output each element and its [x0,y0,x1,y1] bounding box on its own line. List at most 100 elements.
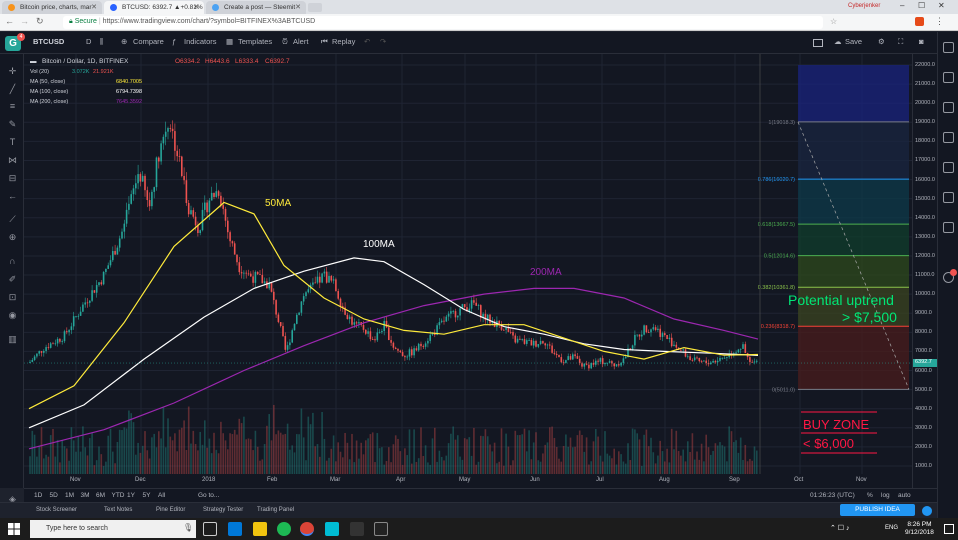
price-axis[interactable]: 22000.0 21000.0 20000.0 19000.0 18000.0 17000… [912,54,938,488]
tab-text-notes[interactable]: Text Notes [104,507,133,513]
indicators-icon[interactable]: ƒ [172,37,177,46]
microphone-icon[interactable]: 🎙︎ [183,523,194,532]
close-tab-icon[interactable]: ✕ [91,4,97,11]
legend-ma100-label[interactable]: MA (100, close) [30,89,69,95]
url-field[interactable]: 🔒︎ Secure | https://www.tradingview.com/… [63,16,823,29]
lock-icon[interactable]: ⊡ [8,292,17,302]
range-button-ytd[interactable]: YTD [111,492,125,499]
replay-button[interactable]: Replay [332,37,356,46]
bar-style-icon[interactable]: ⫼ [100,37,104,46]
text-icon[interactable]: T [9,137,16,147]
object-tree-icon[interactable]: ◈ [9,494,16,504]
pattern-icon[interactable]: ⋈ [8,155,17,165]
tab-stock-screener[interactable]: Stock Screener [36,507,78,513]
new-tab-button[interactable] [308,3,322,12]
log-toggle[interactable]: log [881,492,890,499]
language-indicator[interactable]: ENG [885,525,899,531]
publish-idea-button[interactable]: PUBLISH IDEA [840,504,915,516]
legend-ma50-label[interactable]: MA (50, close) [30,79,66,85]
horizontal-lines-icon[interactable]: ≡ [9,101,16,111]
alerts-icon[interactable] [943,72,954,83]
range-button-1y[interactable]: 1Y [127,492,135,499]
range-button-3m[interactable]: 3M [80,492,90,499]
tray-icons[interactable]: ⌃ ☐ ♪ [830,525,850,532]
close-window-button[interactable]: ✕ [938,1,945,10]
zoom-icon[interactable]: ⊕ [8,232,17,242]
symbol-search[interactable]: BTCUSD [33,37,65,46]
templates-icon[interactable]: ▦ [226,37,234,46]
settings-icon[interactable]: ⚙︎ [878,37,885,46]
terminal-icon[interactable] [374,522,388,536]
edge-icon[interactable] [228,522,242,536]
spotify-icon[interactable] [277,522,291,536]
legend-vol-label[interactable]: Vol (20) [30,69,49,75]
auto-toggle[interactable]: auto [898,492,911,499]
price-chart-svg[interactable]: 1(19018.3) 0.786(16020.7) 0.618(13667.5) 0.… [24,54,912,488]
range-button-5d[interactable]: 5D [49,492,58,499]
magnet-icon[interactable]: ∩ [9,256,16,266]
browser-tab-0[interactable]: Bitcoin price, charts, mar ✕ [2,1,102,14]
back-arrow-icon[interactable]: ← [8,191,17,201]
notification-center-icon[interactable] [944,524,954,534]
undo-icon[interactable]: ↶ [364,37,371,46]
prediction-icon[interactable]: ⊟ [8,173,17,183]
templates-button[interactable]: Templates [238,37,273,46]
chrome-icon[interactable] [300,522,314,536]
chat-icon[interactable] [943,272,954,283]
browser-tab-1[interactable]: BTCUSD: 6392.7 ▲+0.81% ✕ [104,1,204,14]
goto-button[interactable]: Go to... [198,492,220,499]
indicators-button[interactable]: Indicators [184,37,217,46]
time-axis[interactable]: Nov Dec 2018 Feb Mar Apr May Jun Jul Aug Sep Oct Nov [24,474,912,488]
measure-icon[interactable]: ⟋ [9,214,16,224]
watchlist-icon[interactable] [943,42,954,53]
calendar-icon[interactable] [943,162,954,173]
eye-icon[interactable]: ◉ [8,310,17,320]
chart-pane[interactable]: 1(19018.3) 0.786(16020.7) 0.618(13667.5) 0.… [24,54,912,488]
streams-icon[interactable] [943,222,954,233]
maximize-button[interactable]: ☐ [918,1,926,10]
range-button-1m[interactable]: 1M [65,492,75,499]
alert-icon[interactable]: ⏰︎ [282,37,288,46]
task-view-icon[interactable] [203,522,217,536]
close-tab-icon[interactable]: ✕ [295,4,301,11]
extension-icon[interactable] [915,17,924,26]
minimize-button[interactable]: – [900,1,905,10]
forward-icon[interactable]: → [20,16,29,26]
range-button-6m[interactable]: 6M [96,492,106,499]
brush-icon[interactable]: ✎ [8,119,17,129]
app-icon[interactable] [325,522,339,536]
compare-icon[interactable]: ⊕ [121,37,128,46]
trash-icon[interactable]: ▥ [8,334,17,344]
range-button-1d[interactable]: 1D [34,492,43,499]
stay-drawing-icon[interactable]: ✐ [8,274,17,284]
calculator-icon[interactable] [350,522,364,536]
tab-pine-editor[interactable]: Pine Editor [156,507,186,513]
interval-button[interactable]: D [86,37,92,46]
redo-icon[interactable]: ↷ [380,37,387,46]
close-tab-icon[interactable]: ✕ [193,4,199,11]
data-window-icon[interactable] [943,102,954,113]
camera-icon[interactable]: ◙ [919,37,924,46]
back-icon[interactable]: ← [5,16,14,26]
save-button[interactable]: Save [845,37,863,46]
browser-tab-2[interactable]: Create a post — Steemit ✕ [206,1,306,14]
trendline-icon[interactable]: ╱ [9,84,16,94]
crosshair-icon[interactable]: ✛ [8,66,17,76]
profile-name[interactable]: Cyberjenker [848,3,881,9]
reload-icon[interactable]: ↻ [36,16,44,26]
fullscreen-icon[interactable]: ⛶ [898,37,904,46]
alert-button[interactable]: Alert [293,37,309,46]
logo-icon[interactable]: G [5,36,21,51]
bookmark-star-icon[interactable]: ☆ [830,17,838,26]
legend-collapse-icon[interactable]: ▬ [30,58,37,65]
legend-ma200-label[interactable]: MA (200, close) [30,99,69,105]
cloud-icon[interactable]: ☁︎ [834,37,842,46]
hotlist-icon[interactable] [943,132,954,143]
compare-button[interactable]: Compare [133,37,164,46]
play-icon[interactable] [922,506,932,516]
tab-strategy-tester[interactable]: Strategy Tester [203,507,244,513]
range-button-all[interactable]: All [158,492,166,499]
start-icon[interactable] [8,523,20,535]
taskbar-search-input[interactable]: Type here to search [30,520,196,538]
ideas-icon[interactable] [943,192,954,203]
